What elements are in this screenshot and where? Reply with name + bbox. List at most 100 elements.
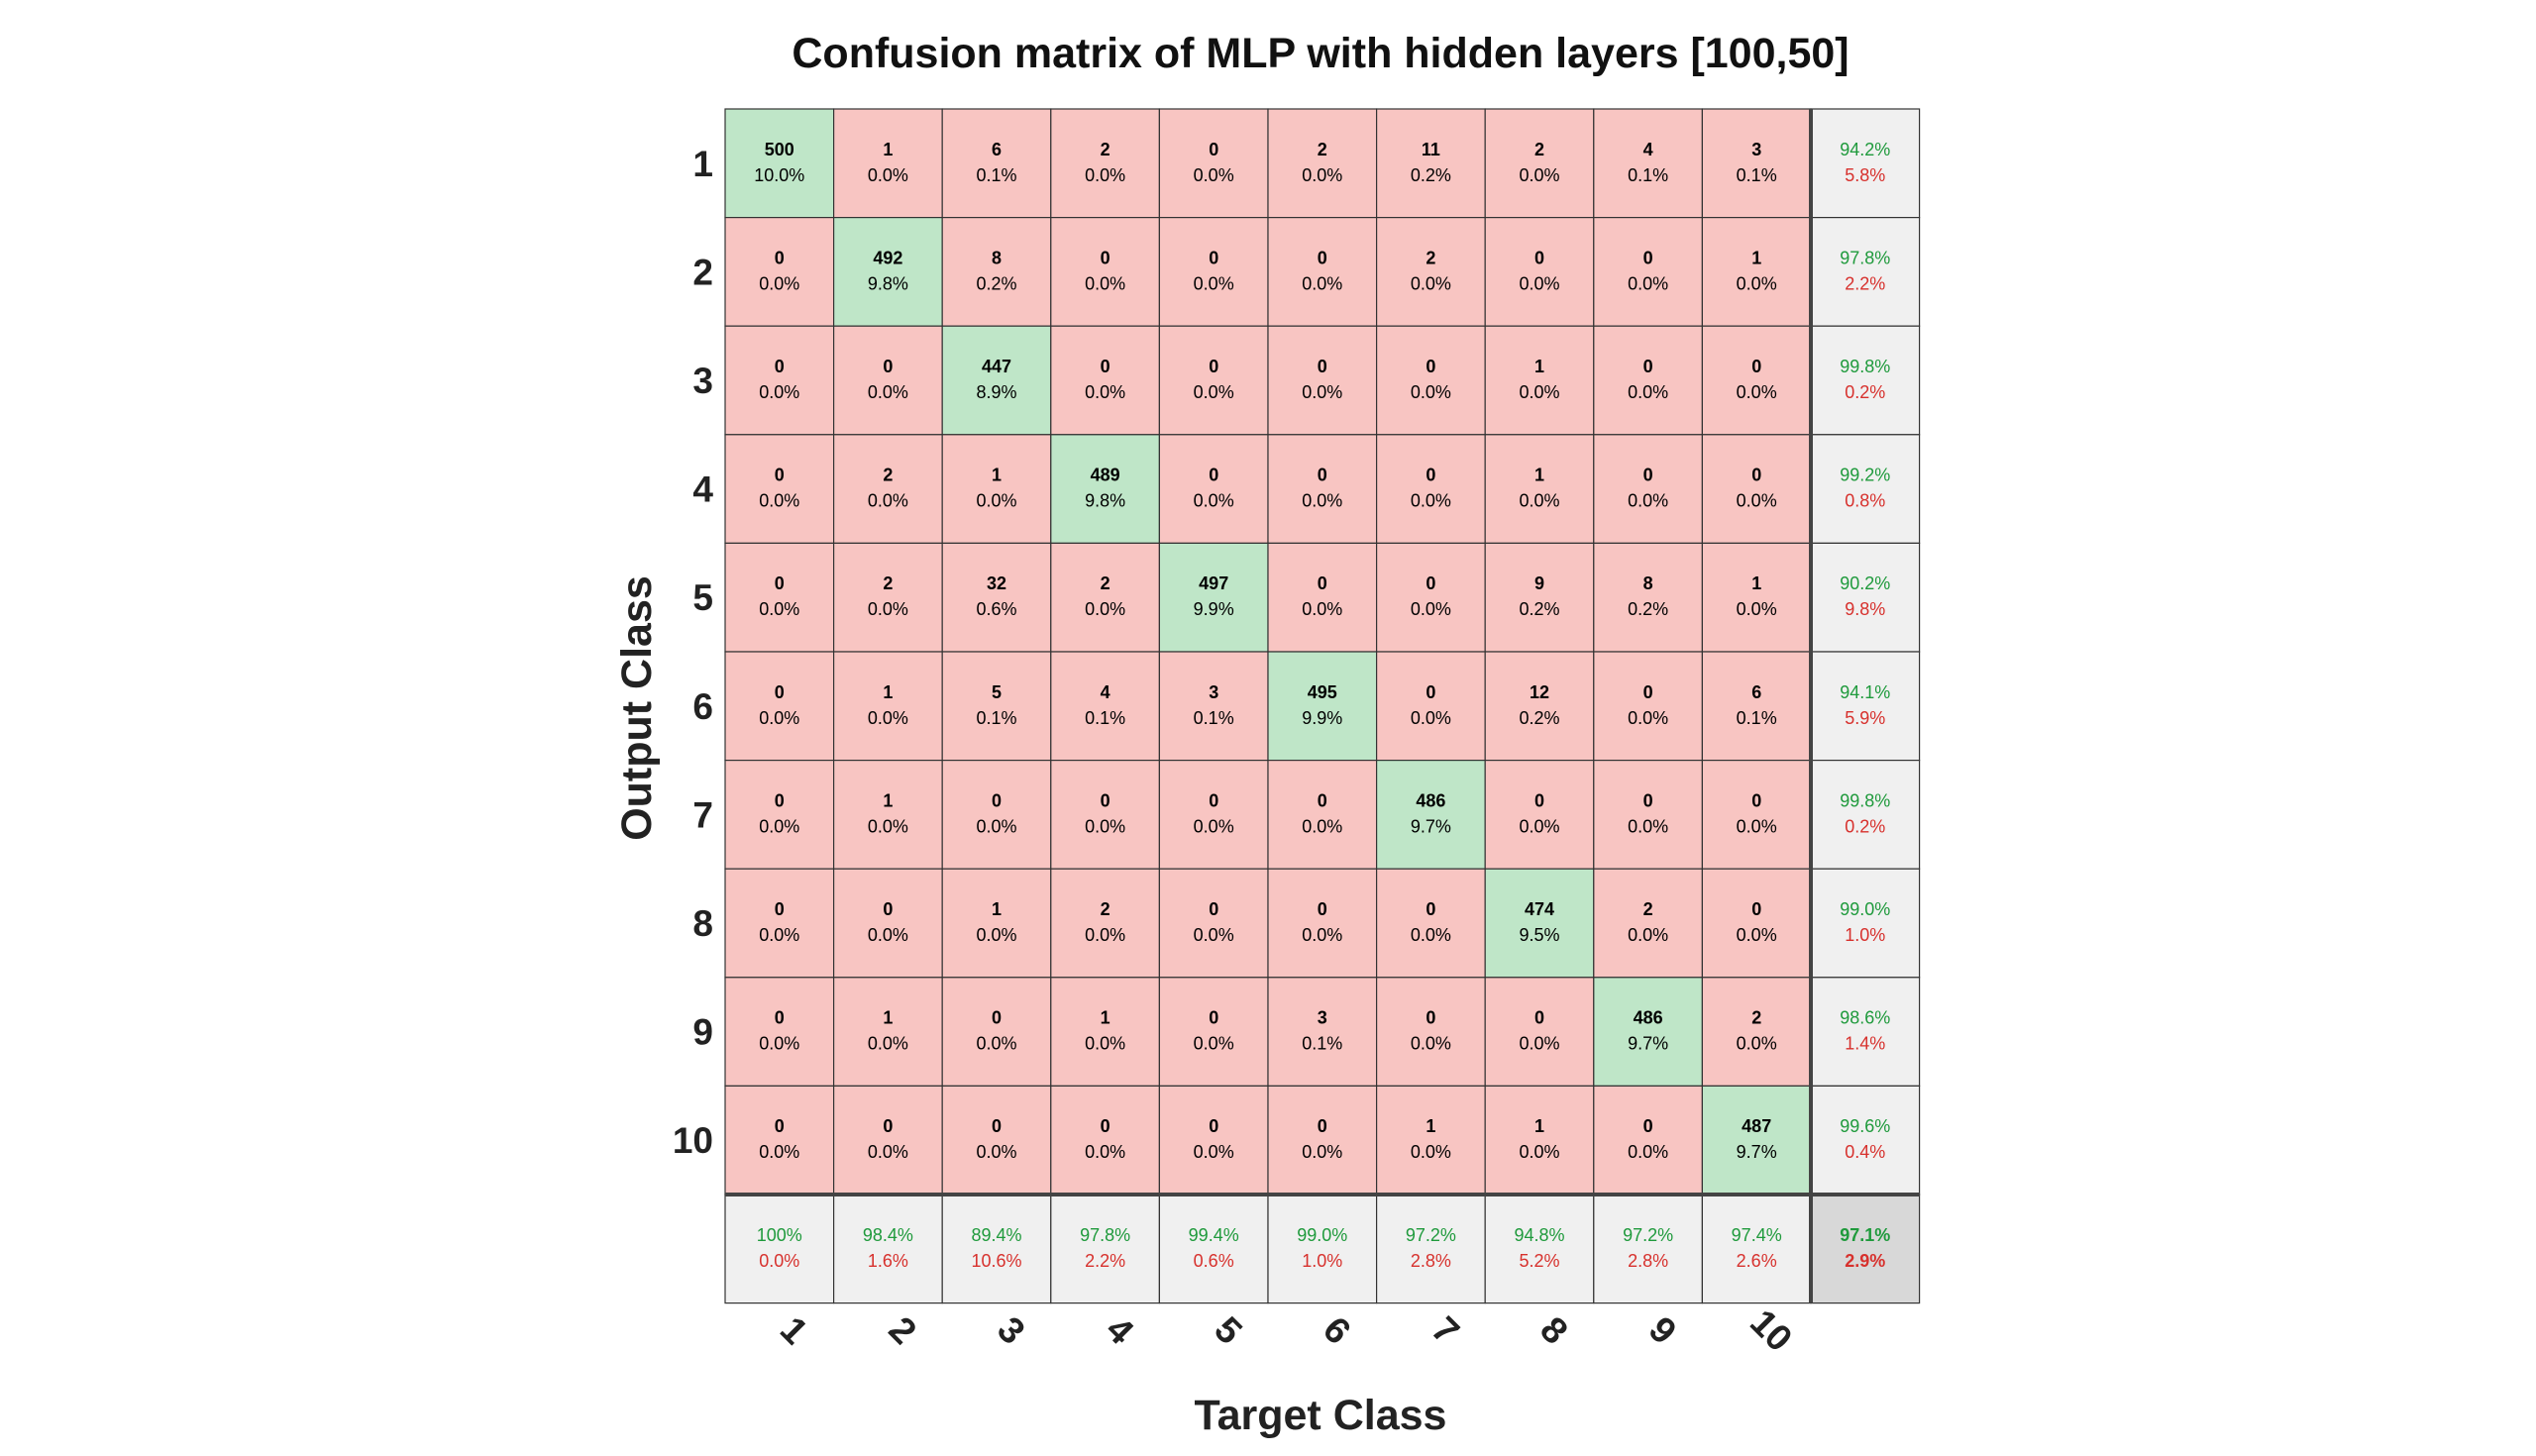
matrix-cell [1050,325,1161,436]
row-precision: 90.2% [1840,573,1890,593]
cell-percent: 0.0% [1085,925,1125,945]
cell-count: 1 [1751,248,1761,267]
cell-percent: 0.0% [1628,708,1668,728]
cell-count: 2 [1101,140,1110,159]
row-summary-cell [1810,542,1921,653]
cell-count: 1 [883,140,893,159]
col-recall: 97.2% [1406,1225,1456,1245]
cell-percent: 0.1% [1737,165,1777,185]
cell-count: 0 [1426,466,1435,485]
cell-percent: 0.0% [1411,1034,1451,1054]
cell-percent: 0.0% [976,1034,1016,1054]
cell-percent: 0.0% [1194,165,1234,185]
overall-error: 2.9% [1845,1251,1885,1271]
cell-percent: 0.0% [868,599,908,619]
matrix-cell [724,325,835,436]
cell-percent: 0.0% [1737,491,1777,511]
col-recall: 99.0% [1297,1225,1347,1245]
cell-count: 1 [883,790,893,810]
cell-percent: 0.0% [1085,1034,1125,1054]
matrix-cell [1050,217,1161,327]
cell-percent: 0.0% [868,491,908,511]
matrix-cell [1593,434,1704,544]
matrix-cell [1375,759,1486,870]
cell-percent: 9.9% [1194,599,1234,619]
cell-percent: 0.0% [976,491,1016,511]
cell-count: 0 [1426,1008,1435,1028]
matrix-cell [724,651,835,762]
cell-count: 489 [1091,466,1120,485]
cell-percent: 9.8% [868,273,908,293]
cell-percent: 0.0% [1737,382,1777,402]
col-error: 10.6% [971,1251,1021,1271]
cell-count: 0 [775,248,785,267]
row-error: 2.2% [1845,273,1885,293]
col-error: 5.2% [1519,1251,1559,1271]
matrix-cell [1593,977,1704,1087]
matrix-cell [1701,108,1812,219]
matrix-cell [724,759,835,870]
matrix-cell [832,217,943,327]
cell-percent: 0.0% [1302,491,1342,511]
col-error: 1.0% [1302,1251,1342,1271]
col-recall: 97.2% [1623,1225,1673,1245]
matrix-cell [1375,108,1486,219]
col-recall: 94.8% [1514,1225,1564,1245]
matrix-cell [1158,759,1269,870]
col-error: 0.0% [759,1251,799,1271]
cell-count: 0 [1209,899,1218,919]
cell-count: 486 [1416,790,1445,810]
matrix-cell [1267,977,1378,1087]
col-error: 2.2% [1085,1251,1125,1271]
cell-count: 2 [883,573,893,593]
x-tick-label: 6 [1316,1308,1359,1352]
y-tick-label: 7 [692,794,713,835]
cell-count: 0 [1209,140,1218,159]
matrix-cell [1267,542,1378,653]
col-summary-cell [1593,1194,1704,1304]
cell-percent: 0.0% [976,1142,1016,1162]
cell-count: 0 [1209,357,1218,376]
cell-count: 0 [1318,1116,1327,1136]
col-summary-cell [1050,1194,1161,1304]
col-recall: 100% [757,1225,802,1245]
row-precision: 98.6% [1840,1008,1890,1028]
col-error: 2.8% [1628,1251,1668,1271]
cell-count: 0 [1318,899,1327,919]
cell-count: 0 [1101,248,1110,267]
row-error: 0.4% [1845,1142,1885,1162]
matrix-cell [1050,542,1161,653]
y-tick-label: 2 [692,252,713,292]
row-summary-cell [1810,977,1921,1087]
row-precision: 99.8% [1840,357,1890,376]
x-tick-label: 3 [990,1308,1033,1352]
matrix-cell [1484,108,1595,219]
cell-percent: 0.0% [1194,491,1234,511]
matrix-cell [941,651,1052,762]
cell-count: 0 [1751,466,1761,485]
x-tick-label: 7 [1424,1308,1467,1352]
cell-count: 11 [1422,140,1440,159]
row-summary-cell [1810,759,1921,870]
cell-percent: 9.8% [1085,491,1125,511]
cell-percent: 0.0% [1737,273,1777,293]
cell-count: 0 [1643,1116,1653,1136]
cell-percent: 0.1% [1628,165,1668,185]
cell-count: 0 [883,1116,893,1136]
matrix-cell [941,1085,1052,1196]
row-precision: 97.8% [1840,248,1890,267]
matrix-cell [1267,434,1378,544]
row-precision: 99.8% [1840,790,1890,810]
col-summary-cell [941,1194,1052,1304]
cell-percent: 0.0% [1411,708,1451,728]
cell-percent: 0.0% [868,1142,908,1162]
row-error: 0.8% [1845,491,1885,511]
cell-percent: 0.0% [1628,273,1668,293]
cell-percent: 0.0% [1302,599,1342,619]
cell-count: 0 [992,1116,1002,1136]
row-summary-cell [1810,651,1921,762]
cell-count: 1 [1534,466,1544,485]
overall-cell [1810,1194,1921,1304]
cell-percent: 0.0% [759,925,799,945]
cell-percent: 0.0% [759,599,799,619]
